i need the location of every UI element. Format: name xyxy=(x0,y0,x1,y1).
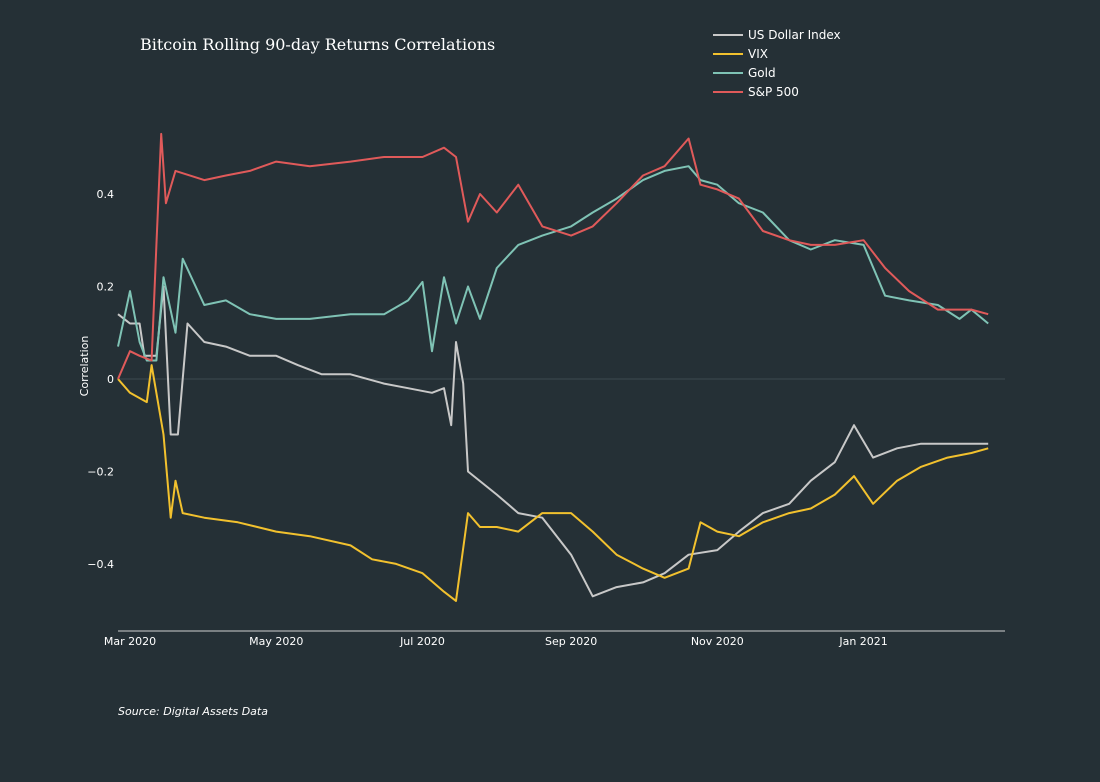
x-tick-label: Mar 2020 xyxy=(104,635,156,648)
chart-title: Bitcoin Rolling 90-day Returns Correlati… xyxy=(140,35,495,54)
x-tick-label: Nov 2020 xyxy=(691,635,744,648)
x-tick-label: Jan 2021 xyxy=(838,635,887,648)
x-tick-label: Jul 2020 xyxy=(399,635,445,648)
legend-label: S&P 500 xyxy=(748,85,799,99)
x-tick-label: Sep 2020 xyxy=(545,635,597,648)
series-line-vix xyxy=(117,364,989,602)
series-line-us-dollar-index xyxy=(117,285,989,598)
legend-item[interactable]: Gold xyxy=(713,66,776,80)
y-tick-label: −0.2 xyxy=(87,465,114,478)
axis-layer: −0.4 −0.2 0 0.2 0.4 Mar 2020 May 2020 Jul 2020 S… xyxy=(87,188,1005,648)
legend-item[interactable]: US Dollar Index xyxy=(713,28,841,42)
series-layer xyxy=(117,132,989,602)
series-line-s-p-500 xyxy=(117,132,989,380)
y-tick-label: −0.4 xyxy=(87,558,114,571)
y-tick-label: 0.2 xyxy=(97,280,115,293)
series-line-gold xyxy=(117,165,989,362)
legend-label: VIX xyxy=(748,47,768,61)
y-tick-label: 0 xyxy=(107,373,114,386)
legend-label: US Dollar Index xyxy=(748,28,841,42)
legend-item[interactable]: VIX xyxy=(713,47,768,61)
x-tick-label: May 2020 xyxy=(249,635,303,648)
legend[interactable]: US Dollar Index VIX Gold S&P 500 xyxy=(713,28,841,99)
legend-label: Gold xyxy=(748,66,776,80)
legend-item[interactable]: S&P 500 xyxy=(713,85,799,99)
y-axis-title: Correlation xyxy=(78,336,91,397)
source-note: Source: Digital Assets Data xyxy=(118,705,268,718)
y-tick-label: 0.4 xyxy=(97,188,115,201)
